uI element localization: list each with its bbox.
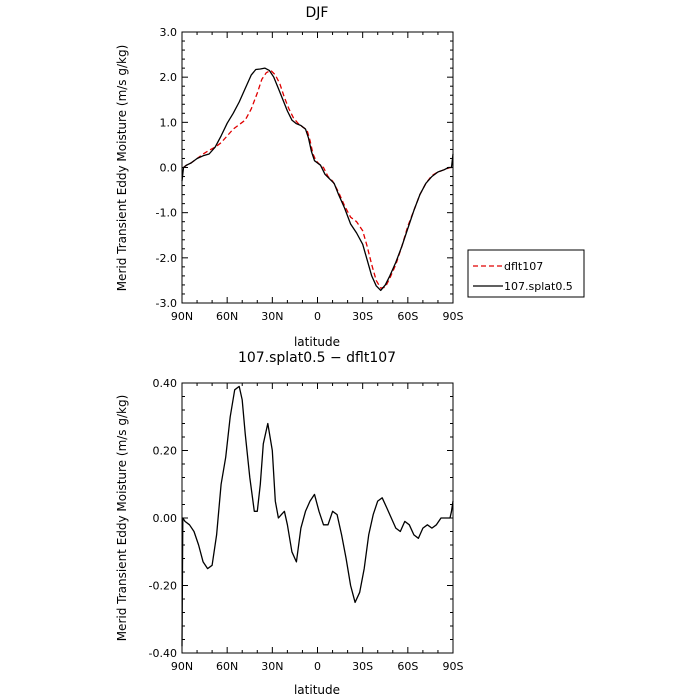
top-plot-frame xyxy=(181,31,454,304)
bottom-y-tick-label: 0.40 xyxy=(153,377,178,390)
bottom-y-tick-label: 0.00 xyxy=(153,512,178,525)
bottom-x-tick-label: 30S xyxy=(352,660,373,673)
top-y-tick-label: 3.0 xyxy=(160,26,178,39)
bottom-y-axis-label: Merid Transient Eddy Moisture (m/s g/kg) xyxy=(115,395,129,642)
top-x-axis-label: latitude xyxy=(294,335,340,349)
top-y-tick-label: 2.0 xyxy=(160,71,178,84)
bottom-plot-frame xyxy=(181,382,454,654)
top-x-tick-label: 30N xyxy=(261,310,283,323)
top-x-tick-label: 90N xyxy=(171,310,193,323)
top-y-tick-label: -3.0 xyxy=(156,297,177,310)
top-x-tick-label: 0 xyxy=(314,310,321,323)
bottom-chart-title: 107.splat0.5 − dflt107 xyxy=(238,350,396,366)
top-x-tick-label: 60S xyxy=(397,310,418,323)
top-panel: DJF 90N 60N 30N 0 30S 60S 90S -3.0 -2.0 -1.0 0.0 1.… xyxy=(115,5,585,349)
bottom-y-tick-label: -0.20 xyxy=(149,580,177,593)
top-x-tick-label: 60N xyxy=(216,310,238,323)
bottom-x-tick-label: 60S xyxy=(397,660,418,673)
bottom-y-tick-label: -0.40 xyxy=(149,647,177,660)
top-y-tick-label: 0.0 xyxy=(160,162,178,175)
top-x-tick-label: 30S xyxy=(352,310,373,323)
bottom-series-line-1 xyxy=(181,385,454,647)
top-y-axis-label: Merid Transient Eddy Moisture (m/s g/kg) xyxy=(115,45,129,292)
bottom-x-tick-label: 90S xyxy=(443,660,464,673)
legend-label-splat: 107.splat0.5 xyxy=(504,280,573,293)
bottom-x-tick-label: 60N xyxy=(216,660,238,673)
bottom-plot-area: 90N 60N 30N 0 30S 60S 90S -0.40 -0.20 0.00 0.20 0.4… xyxy=(149,377,464,673)
bottom-x-tick-label: 90N xyxy=(171,660,193,673)
top-y-tick-label: -1.0 xyxy=(156,207,177,220)
top-series-line-1 xyxy=(183,69,453,289)
top-y-tick-label: -2.0 xyxy=(156,252,177,265)
top-plot-area: 90N 60N 30N 0 30S 60S 90S -3.0 -2.0 -1.0 0.0 1.0 2.0… xyxy=(156,26,464,323)
top-series-line-2 xyxy=(181,67,454,292)
legend-label-dflt107: dflt107 xyxy=(504,260,543,273)
top-chart-title: DJF xyxy=(306,5,329,21)
legend-box xyxy=(467,249,585,298)
bottom-x-axis-label: latitude xyxy=(294,683,340,697)
bottom-x-tick-label: 0 xyxy=(314,660,321,673)
bottom-y-tick-label: 0.20 xyxy=(153,445,178,458)
bottom-x-tick-label: 30N xyxy=(261,660,283,673)
bottom-panel: 107.splat0.5 − dflt107 90N 60N 30N 0 30S 60S 9… xyxy=(115,350,464,697)
legend: dflt107 107.splat0.5 xyxy=(467,249,585,298)
top-x-tick-label: 90S xyxy=(443,310,464,323)
top-y-tick-label: 1.0 xyxy=(160,116,178,129)
